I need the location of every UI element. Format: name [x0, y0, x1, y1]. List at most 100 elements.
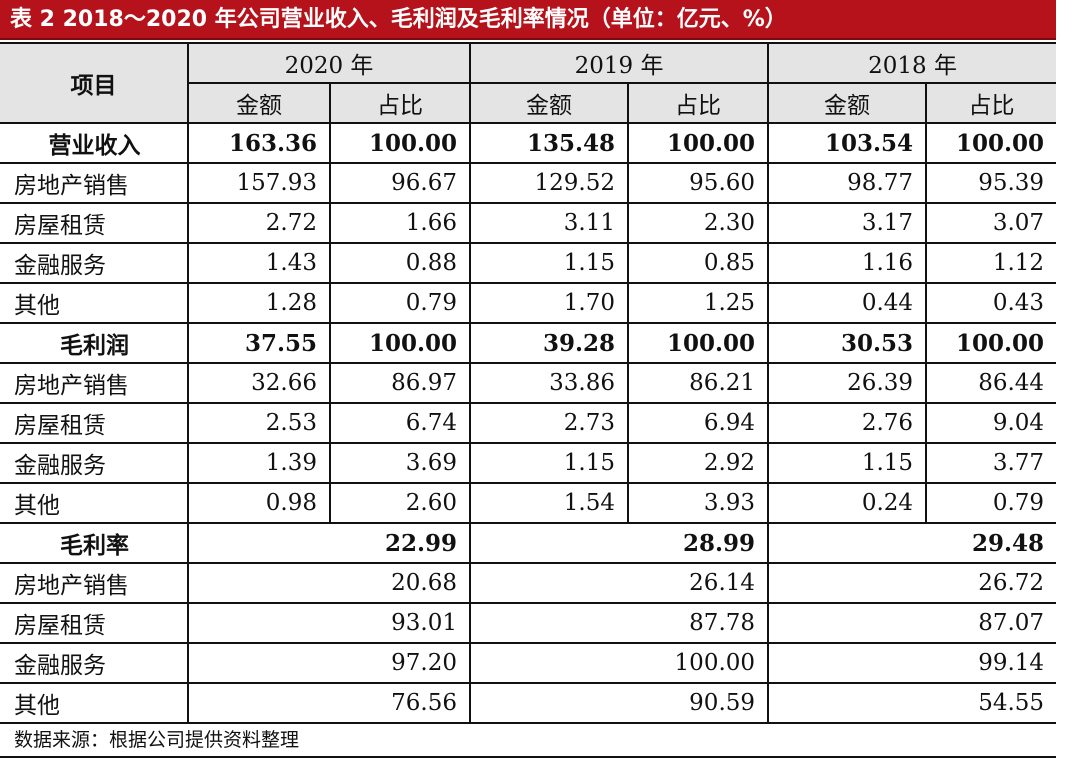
table-row: 其他 0.98 2.60 1.54 3.93 0.24 0.79: [0, 482, 1057, 524]
cell-amount: 0.24: [767, 482, 928, 524]
cell-share: 100.00: [328, 122, 472, 164]
cell-amount: 2.72: [187, 202, 331, 244]
cell-share: 96.67: [328, 162, 472, 204]
cell-share: 0.79: [328, 282, 472, 324]
cell-amount: 2.76: [767, 402, 928, 444]
cell-amount: 129.52: [469, 162, 630, 204]
row-label: 营业收入: [0, 122, 189, 164]
cell-share: 1.25: [627, 282, 770, 324]
cell-amount: 1.54: [469, 482, 630, 524]
cell-amount: 135.48: [469, 122, 630, 164]
cell-margin: 87.07: [767, 602, 1057, 644]
cell-share: 3.69: [328, 442, 472, 484]
cell-amount: 0.44: [767, 282, 928, 324]
cell-amount: 98.77: [767, 162, 928, 204]
cell-amount: 3.17: [767, 202, 928, 244]
row-label: 金融服务: [0, 442, 189, 484]
row-label: 房地产销售: [0, 562, 189, 604]
cell-share: 3.07: [925, 202, 1057, 244]
table-row: 其他 76.56 90.59 54.55: [0, 682, 1057, 724]
cell-amount: 30.53: [767, 322, 928, 364]
cell-amount: 39.28: [469, 322, 630, 364]
cell-share: 2.30: [627, 202, 770, 244]
cell-share: 100.00: [328, 322, 472, 364]
cell-share: 86.97: [328, 362, 472, 404]
header-share: 占比: [627, 82, 770, 124]
header-year-2020: 2020 年: [186, 42, 472, 84]
header-amount: 金额: [767, 82, 928, 124]
header-row-metrics: 金额 占比 金额 占比 金额 占比: [0, 82, 1057, 124]
row-label: 房地产销售: [0, 162, 189, 204]
cell-margin: 54.55: [767, 682, 1057, 724]
cell-margin: 90.59: [469, 682, 770, 724]
table-row: 金融服务 97.20 100.00 99.14: [0, 642, 1057, 684]
table-row: 房地产销售 157.93 96.67 129.52 95.60 98.77 95.39: [0, 162, 1057, 204]
cell-share: 0.88: [328, 242, 472, 284]
cell-margin: 97.20: [186, 642, 472, 684]
cell-share: 100.00: [925, 322, 1057, 364]
cell-amount: 33.86: [469, 362, 630, 404]
cell-amount: 2.73: [469, 402, 630, 444]
table-row: 金融服务 1.39 3.69 1.15 2.92 1.15 3.77: [0, 442, 1057, 484]
cell-margin: 29.48: [767, 522, 1057, 564]
financial-table: 项目 2020 年 2019 年 2018 年 金额 占比 金额 占比 金额 占…: [0, 42, 1057, 724]
cell-amount: 163.36: [187, 122, 331, 164]
header-amount: 金额: [188, 82, 331, 124]
cell-amount: 157.93: [187, 162, 331, 204]
row-label: 金融服务: [0, 242, 189, 284]
table-row-total: 毛利润 37.55 100.00 39.28 100.00 30.53 100.00: [0, 322, 1057, 364]
table-row: 房屋租赁 93.01 87.78 87.07: [0, 602, 1057, 644]
cell-share: 1.12: [925, 242, 1057, 284]
header-item: 项目: [0, 42, 189, 124]
cell-share: 0.43: [925, 282, 1057, 324]
table-row: 房地产销售 32.66 86.97 33.86 86.21 26.39 86.44: [0, 362, 1057, 404]
cell-amount: 1.39: [187, 442, 331, 484]
cell-amount: 32.66: [187, 362, 331, 404]
cell-margin: 87.78: [469, 602, 770, 644]
cell-share: 3.93: [627, 482, 770, 524]
cell-amount: 0.98: [187, 482, 331, 524]
cell-share: 0.79: [925, 482, 1057, 524]
cell-amount: 1.15: [767, 442, 928, 484]
table-row: 房屋租赁 2.53 6.74 2.73 6.94 2.76 9.04: [0, 402, 1057, 444]
cell-share: 95.60: [627, 162, 770, 204]
cell-share: 6.94: [627, 402, 770, 444]
cell-share: 9.04: [925, 402, 1057, 444]
cell-share: 100.00: [627, 122, 770, 164]
row-label: 房屋租赁: [0, 602, 189, 644]
cell-margin: 28.99: [469, 522, 770, 564]
cell-amount: 1.28: [187, 282, 331, 324]
row-label: 房地产销售: [0, 362, 189, 404]
cell-amount: 1.16: [767, 242, 928, 284]
row-label: 毛利率: [0, 522, 189, 564]
cell-share: 1.66: [328, 202, 472, 244]
row-label: 毛利润: [0, 322, 189, 364]
cell-amount: 1.70: [469, 282, 630, 324]
cell-share: 0.85: [627, 242, 770, 284]
cell-margin: 99.14: [767, 642, 1057, 684]
cell-margin: 100.00: [469, 642, 770, 684]
cell-amount: 37.55: [187, 322, 331, 364]
table-title: 表 2 2018～2020 年公司营业收入、毛利润及毛利率情况（单位：亿元、%）: [0, 0, 1056, 40]
cell-share: 86.21: [627, 362, 770, 404]
cell-margin: 26.14: [469, 562, 770, 604]
cell-share: 100.00: [627, 322, 770, 364]
header-share: 占比: [328, 82, 472, 124]
row-label: 其他: [0, 682, 189, 724]
table-row-total: 毛利率 22.99 28.99 29.48: [0, 522, 1057, 564]
table-row: 金融服务 1.43 0.88 1.15 0.85 1.16 1.12: [0, 242, 1057, 284]
cell-margin: 76.56: [186, 682, 472, 724]
cell-share: 2.60: [328, 482, 472, 524]
table-body: 营业收入 163.36 100.00 135.48 100.00 103.54 100.00…: [0, 122, 1057, 724]
cell-margin: 20.68: [186, 562, 472, 604]
cell-margin: 22.99: [186, 522, 472, 564]
table-row: 其他 1.28 0.79 1.70 1.25 0.44 0.43: [0, 282, 1057, 324]
cell-share: 3.77: [925, 442, 1057, 484]
cell-margin: 26.72: [767, 562, 1057, 604]
row-label: 其他: [0, 482, 189, 524]
cell-share: 100.00: [925, 122, 1057, 164]
row-label: 房屋租赁: [0, 402, 189, 444]
table-row: 房地产销售 20.68 26.14 26.72: [0, 562, 1057, 604]
cell-share: 95.39: [925, 162, 1057, 204]
cell-amount: 1.15: [469, 442, 630, 484]
